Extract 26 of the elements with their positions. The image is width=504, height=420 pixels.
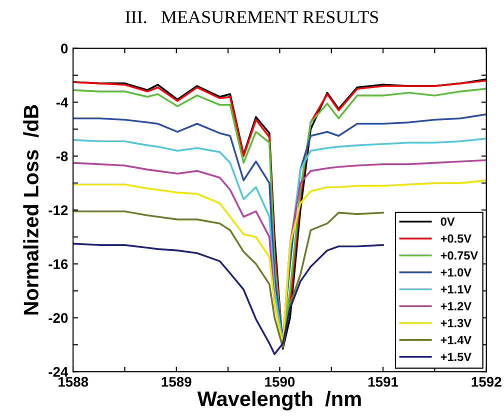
legend-label: +1.5V bbox=[440, 352, 472, 362]
legend-label: +1.3V bbox=[440, 318, 472, 328]
legend-label: +0.5V bbox=[440, 234, 472, 243]
line-series bbox=[73, 210, 384, 348]
y-tick-label: 0 bbox=[61, 44, 68, 54]
line-series bbox=[73, 242, 384, 356]
x-tick-label: 1589 bbox=[162, 376, 192, 387]
legend-label: +1.1V bbox=[440, 285, 472, 294]
y-tick-label: -16 bbox=[48, 259, 68, 270]
y-tick-label: -4 bbox=[56, 98, 68, 108]
y-tick-label: -8 bbox=[56, 151, 68, 162]
legend-label: +1.0V bbox=[440, 268, 472, 277]
legend-label: 0V bbox=[440, 217, 455, 226]
legend-label: +1.4V bbox=[440, 336, 472, 344]
legend-label: +0.75V bbox=[440, 251, 478, 260]
x-tick-label: 1592 bbox=[472, 376, 502, 387]
x-tick-label: 1590 bbox=[265, 376, 295, 387]
y-tick-label: -12 bbox=[48, 205, 68, 216]
legend-label: +1.2V bbox=[440, 302, 472, 310]
y-tick-label: -20 bbox=[48, 313, 68, 323]
x-tick-label: 1591 bbox=[368, 376, 398, 387]
x-tick-label: 1588 bbox=[58, 376, 88, 387]
y-axis-title: Normalized Loss /dB bbox=[23, 105, 39, 315]
chart-title: III. MEASUREMENT RESULTS bbox=[125, 11, 378, 24]
x-axis-title: Wavelength /nm bbox=[197, 390, 361, 410]
y-tick-label: -24 bbox=[48, 367, 68, 377]
